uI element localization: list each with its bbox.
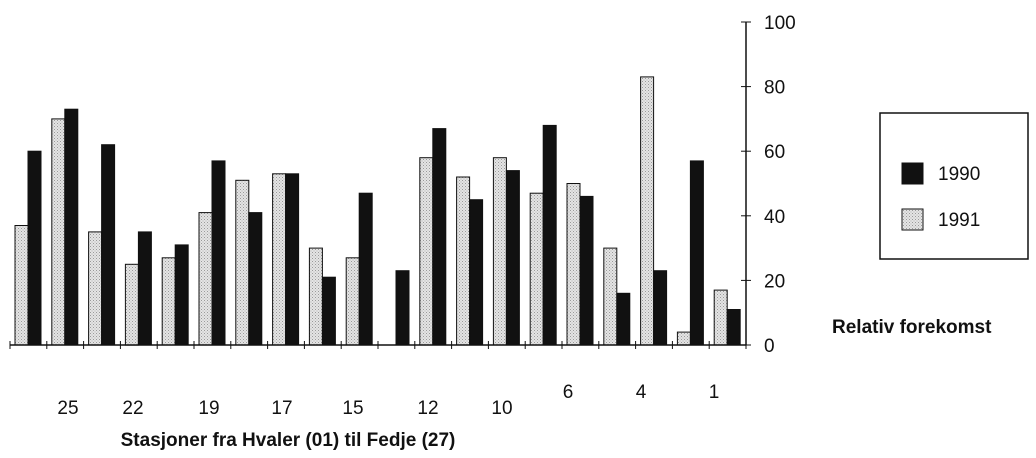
x-axis-ticks	[9, 341, 747, 349]
y-axis-ticks: 0 20 40 60 80 100	[741, 13, 796, 357]
bar-1990	[64, 108, 79, 346]
bar-1990	[395, 270, 410, 346]
bar-1991	[419, 157, 434, 346]
x-tick-label: 12	[417, 398, 438, 419]
bar-1990	[285, 173, 300, 346]
x-tick-label: 19	[198, 398, 219, 419]
legend-label-1990: 1990	[938, 164, 980, 185]
bar-1991	[456, 176, 471, 346]
bar-1991	[124, 263, 139, 346]
bar-1991	[14, 225, 29, 346]
bar-1991	[272, 173, 287, 346]
x-tick-label: 17	[271, 398, 292, 419]
bar-1990	[211, 160, 226, 346]
bar-1990	[505, 170, 520, 346]
x-tick-label: 10	[491, 398, 512, 419]
bar-1991	[345, 257, 360, 346]
x-tick-label: 1	[709, 382, 720, 403]
y-tick-label: 20	[764, 271, 785, 292]
bar-1991	[676, 331, 691, 346]
legend-swatch-1990	[901, 162, 924, 185]
bar-1991	[88, 231, 103, 346]
y-tick-label: 60	[764, 142, 785, 163]
bar-1990	[432, 128, 447, 346]
bar-1990	[689, 160, 704, 346]
bar-1990	[579, 195, 594, 346]
legend: 1990 1991	[879, 112, 1029, 260]
bar-1991	[161, 257, 176, 346]
bar-1990	[321, 276, 336, 346]
y-tick-label: 0	[764, 336, 775, 357]
bar-1991	[603, 247, 618, 346]
y-axis-title: Relativ forekomst	[832, 317, 992, 338]
legend-box	[879, 112, 1029, 260]
x-axis-labels: 25 22 19 17 15 12 10 6 4 1	[57, 382, 719, 419]
bar-1990	[101, 144, 116, 346]
bar-1991	[640, 76, 655, 346]
y-tick-label: 100	[764, 13, 796, 34]
y-tick-label: 80	[764, 78, 785, 99]
y-tick-label: 40	[764, 207, 785, 228]
x-tick-label: 25	[57, 398, 78, 419]
bar-1991	[713, 289, 728, 346]
bar-1991	[235, 179, 250, 346]
bar-1990	[137, 231, 152, 346]
bar-1991	[51, 118, 66, 346]
bar-1991	[308, 247, 323, 346]
bar-1991	[492, 157, 507, 346]
bar-1991	[529, 192, 544, 346]
x-axis-title: Stasjoner fra Hvaler (01) til Fedje (27)	[121, 430, 456, 451]
bar-1990	[27, 150, 42, 346]
bar-1990	[248, 212, 263, 346]
bar-1990	[542, 124, 557, 346]
bar-1990	[726, 309, 741, 346]
legend-label-1991: 1991	[938, 210, 980, 231]
bar-1990	[358, 192, 373, 346]
x-tick-label: 4	[636, 382, 647, 403]
x-tick-label: 6	[563, 382, 574, 403]
bar-1990	[469, 199, 484, 346]
legend-swatch-1991	[901, 208, 924, 231]
bar-1991	[198, 212, 213, 346]
bar-1991	[566, 183, 581, 346]
bar-1990	[653, 270, 668, 346]
bar-1990	[174, 244, 189, 346]
bar-1990	[616, 292, 631, 346]
x-tick-label: 22	[122, 398, 143, 419]
bar-group	[14, 76, 741, 346]
x-tick-label: 15	[342, 398, 363, 419]
